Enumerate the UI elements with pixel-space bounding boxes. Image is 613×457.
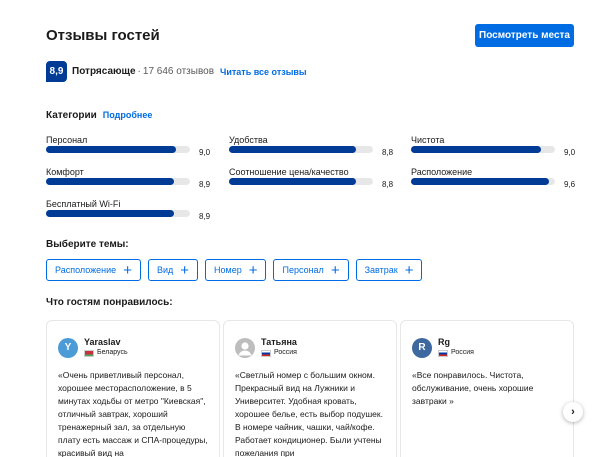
category-bar-fill xyxy=(46,178,175,185)
category-value: 8,8 xyxy=(382,180,394,189)
avatar: Y xyxy=(58,337,78,358)
topic-chip[interactable]: Номер + xyxy=(205,259,267,281)
review-card[interactable]: R Rg Россия «Все понравилось. Чистота, обсл… xyxy=(400,320,574,457)
topic-chip-label: Вид xyxy=(156,265,174,275)
flag-icon xyxy=(84,349,94,357)
reviews-title: Отзывы гостей xyxy=(46,27,160,44)
topic-chip[interactable]: Расположение + xyxy=(46,259,141,281)
topic-chip[interactable]: Вид + xyxy=(147,259,199,281)
category-bar xyxy=(46,146,190,153)
categories-title: Категории xyxy=(46,110,97,121)
read-all-reviews-link[interactable]: Читать все отзывы xyxy=(220,66,307,77)
category-label: Чистота xyxy=(411,135,445,145)
reviewer-name: Татьяна xyxy=(261,337,297,347)
topic-chip-label: Расположение xyxy=(55,265,117,275)
flag-icon xyxy=(438,349,448,357)
category-bar xyxy=(411,146,555,153)
avatar-initial: R xyxy=(418,342,426,353)
category-bar xyxy=(46,210,190,217)
category-label: Удобства xyxy=(229,135,268,145)
plus-icon: + xyxy=(123,261,132,279)
score-summary: 8,9 Потрясающе · 17 646 отзывов Читать в… xyxy=(46,61,307,82)
reviewer-country: Россия xyxy=(438,348,474,358)
category-value: 9,6 xyxy=(564,180,576,189)
review-text: «Все понравилось. Чистота, обслуживание,… xyxy=(412,370,534,406)
category-label: Комфорт xyxy=(46,167,84,177)
avatar: R xyxy=(412,337,432,358)
reviewer-info: Rg Россия xyxy=(438,337,474,358)
score-badge: 8,9 xyxy=(46,61,67,82)
category-bar-fill xyxy=(229,178,356,185)
reviewer-country: Беларусь xyxy=(84,348,128,358)
category-bar xyxy=(229,178,373,185)
reviewer-name: Rg xyxy=(438,337,450,347)
category-value: 8,9 xyxy=(199,180,211,189)
category-bar-fill xyxy=(229,146,356,153)
reviewer: R Rg Россия xyxy=(412,337,563,358)
review-text: «Светлый номер с большим окном. Прекрасн… xyxy=(235,370,383,457)
category-bar xyxy=(229,146,373,153)
reviewer: Татьяна Россия xyxy=(235,337,386,358)
reviewer-name: Yaraslav xyxy=(84,337,121,347)
liked-title: Что гостям понравилось: xyxy=(46,297,173,308)
category-label: Соотношение цена/качество xyxy=(229,167,349,177)
category-value: 8,9 xyxy=(199,212,211,221)
topics-title: Выберите темы: xyxy=(46,239,129,250)
review-card[interactable]: Татьяна Россия «Светлый номер с большим ок… xyxy=(223,320,397,457)
categories-header: Категории Подробнее xyxy=(46,110,152,121)
category-value: 8,8 xyxy=(382,148,394,157)
category-value: 9,0 xyxy=(199,148,211,157)
category-value: 9,0 xyxy=(564,148,576,157)
topic-chip[interactable]: Персонал + xyxy=(273,259,349,281)
flag-icon xyxy=(261,349,271,357)
categories-more-link[interactable]: Подробнее xyxy=(102,110,153,120)
topic-chip-label: Завтрак xyxy=(364,265,398,275)
topic-chip-label: Номер xyxy=(214,265,242,275)
avatar-initial: Y xyxy=(64,342,72,353)
category-bar-fill xyxy=(46,146,176,153)
topic-chip-label: Персонал xyxy=(282,265,324,275)
category-item: Комфорт 8,9 xyxy=(46,167,216,189)
reviewer-info: Yaraslav Беларусь xyxy=(84,337,128,358)
category-label: Бесплатный Wi-Fi xyxy=(46,199,121,209)
see-places-button[interactable]: Посмотреть места xyxy=(475,24,574,47)
category-item: Расположение 9,6 xyxy=(411,167,581,189)
user-silhouette-icon xyxy=(238,341,252,355)
plus-icon: + xyxy=(248,261,258,279)
review-text: «Очень приветливый персонал, хорошее мес… xyxy=(58,370,208,457)
category-bar-fill xyxy=(46,210,175,217)
score-word: Потрясающе xyxy=(72,66,136,77)
category-bar-fill xyxy=(411,146,541,153)
reviewer-info: Татьяна Россия xyxy=(261,337,297,358)
review-card[interactable]: Y Yaraslav Беларусь «Очень приветливый перс… xyxy=(46,320,220,457)
avatar xyxy=(235,337,255,358)
country-name: Беларусь xyxy=(97,349,128,356)
category-bar-fill xyxy=(411,178,550,185)
country-name: Россия xyxy=(451,349,474,356)
category-item: Соотношение цена/качество 8,8 xyxy=(229,167,399,189)
plus-icon: + xyxy=(330,261,340,279)
category-label: Расположение xyxy=(411,167,473,177)
category-item: Чистота 9,0 xyxy=(411,135,581,157)
category-bar xyxy=(46,178,190,185)
country-name: Россия xyxy=(274,349,297,356)
plus-icon: + xyxy=(180,261,190,279)
category-item: Персонал 9,0 xyxy=(46,135,216,157)
plus-icon: + xyxy=(404,261,414,279)
reviewer: Y Yaraslav Беларусь xyxy=(58,337,209,358)
review-count: 17 646 отзывов xyxy=(142,66,215,77)
category-item: Удобства 8,8 xyxy=(229,135,399,157)
topic-chips: Расположение + Вид + Номер + Персонал + Завтрак + xyxy=(46,259,423,281)
next-reviews-button[interactable]: › xyxy=(563,402,583,422)
category-label: Персонал xyxy=(46,135,88,145)
category-item: Бесплатный Wi-Fi 8,9 xyxy=(46,199,216,221)
category-bar xyxy=(411,178,555,185)
reviewer-country: Россия xyxy=(261,348,297,358)
topic-chip[interactable]: Завтрак + xyxy=(355,259,423,281)
score-separator: · xyxy=(137,66,141,77)
